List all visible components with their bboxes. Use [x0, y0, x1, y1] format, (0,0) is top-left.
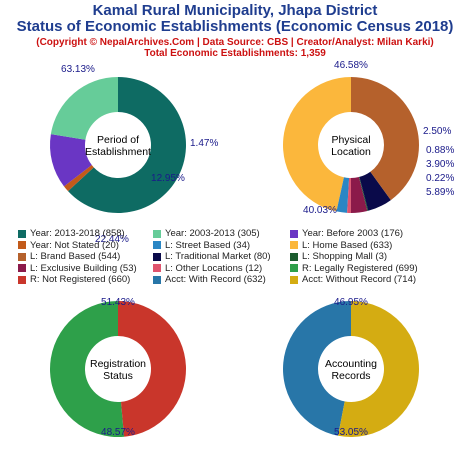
legend-label: Year: 2003-2013 (305) [165, 228, 260, 239]
pct-label: 40.03% [303, 205, 337, 216]
legend-label: L: Traditional Market (80) [165, 251, 271, 262]
slice-acct-without-record [338, 301, 420, 437]
chart-title-line2: Status of Economic Establishments (Econo… [16, 18, 454, 35]
legend-label: L: Other Locations (12) [165, 262, 263, 274]
slice-acct-with-record [283, 301, 351, 436]
legend-item: L: Street Based (34) [153, 240, 250, 251]
legend-swatch [153, 264, 161, 272]
donut-center-label: Status [103, 370, 133, 382]
legend-swatch [18, 264, 26, 272]
donut-center-label: Registration [90, 358, 146, 370]
legend-swatch [290, 241, 298, 249]
slice-l-street-based [336, 177, 350, 213]
legend-item: Acct: With Record (632) [153, 274, 266, 285]
donut-center-label: Accounting [325, 358, 377, 370]
pct-label: 2.50% [423, 126, 451, 137]
legend-item: Year: 2013-2018 (858) [18, 228, 125, 239]
legend-swatch [18, 241, 26, 249]
legend-label: R: Legally Registered (699) [302, 262, 418, 274]
legend-swatch [290, 252, 298, 261]
slice-l-shopping-mall [358, 176, 369, 212]
donut-center-label: Physical [331, 134, 370, 146]
legend-swatch [290, 229, 298, 238]
legend-item: L: Brand Based (544) [18, 251, 120, 262]
total-establishments-line: Total Economic Establishments: 1,359 [144, 48, 326, 59]
legend-item: L: Home Based (633) [290, 240, 392, 251]
pct-label: 3.90% [426, 159, 454, 170]
legend-swatch [18, 229, 26, 238]
legend-item: Year: 2003-2013 (305) [153, 228, 260, 239]
pct-label: 53.05% [334, 427, 368, 438]
pct-label: 5.89% [426, 187, 454, 198]
chart-title-line1: Kamal Rural Municipality, Jhapa District [92, 2, 378, 19]
slice-r-not-registered [118, 301, 186, 437]
slice-l-brand-based [351, 77, 419, 201]
legend-label: Acct: Without Record (714) [302, 274, 417, 285]
legend-item: L: Shopping Mall (3) [290, 251, 387, 262]
legend-label: Year: Not Stated (20) [30, 239, 119, 251]
legend-item: Acct: Without Record (714) [290, 274, 416, 285]
slice-year-2013-2018 [68, 77, 186, 213]
pct-label: 51.43% [101, 297, 135, 308]
legend-label: Year: Before 2003 (176) [302, 228, 404, 239]
donut-center-label: Establishment [85, 146, 151, 158]
pct-label: 46.58% [334, 60, 368, 71]
legend-label: L: Shopping Mall (3) [302, 251, 388, 262]
pct-label: 12.95% [151, 173, 185, 184]
legend-swatch [153, 241, 161, 249]
slice-year-before-2003 [50, 134, 92, 187]
legend-item: R: Not Registered (660) [18, 274, 130, 285]
legend-label: L: Brand Based (544) [30, 251, 121, 262]
pct-label: 22.44% [95, 234, 129, 245]
legend-label: Acct: With Record (632) [165, 274, 266, 285]
legend-item: R: Legally Registered (699) [290, 263, 418, 274]
legend-item: L: Traditional Market (80) [153, 251, 271, 262]
pct-label: 0.22% [426, 173, 454, 184]
legend-swatch [153, 229, 161, 238]
pct-label: 63.13% [61, 64, 95, 75]
slice-l-traditional-market [359, 171, 391, 211]
legend-label: R: Not Registered (660) [30, 274, 131, 285]
legend-label: L: Home Based (633) [302, 239, 393, 251]
donut-center-label: Records [331, 370, 370, 382]
slice-l-home-based [283, 77, 351, 212]
pct-label: 0.88% [426, 145, 454, 156]
slice-r-legally-registered [49, 301, 125, 437]
donut-center-label: Period of [97, 134, 139, 146]
pct-label: 46.95% [334, 297, 368, 308]
legend-swatch [18, 252, 26, 261]
slice-l-other-locations [347, 177, 351, 213]
legend-swatch [290, 275, 298, 284]
legend-swatch [153, 275, 161, 284]
pct-label: 1.47% [190, 138, 218, 149]
legend-swatch [290, 264, 298, 272]
donut-chart-1: 63.13% 1.47% 12.95% 22.44% Period ofEstablis… [50, 64, 218, 245]
legend-label: L: Street Based (34) [165, 239, 251, 251]
slice-year-2003-2013 [50, 76, 118, 140]
donut-center-label: Location [331, 146, 371, 158]
slice-l-exclusive-building [350, 177, 368, 213]
legend-item: L: Exclusive Building (53) [18, 263, 137, 274]
legend-swatch [18, 275, 26, 284]
pct-label: 48.57% [101, 427, 135, 438]
legend-item: Year: Not Stated (20) [18, 240, 119, 251]
legend-label: Year: 2013-2018 (858) [30, 228, 125, 239]
slice-year-not-stated [63, 165, 94, 192]
legend-label: L: Exclusive Building (53) [30, 262, 137, 274]
legend-swatch [153, 252, 161, 261]
donut-chart-2: 46.58% 2.50% 0.88% 3.90% 0.22% 5.89% 40.03% Phy… [283, 60, 454, 216]
legend-item: L: Other Locations (12) [153, 263, 262, 274]
legend-item: Year: Before 2003 (176) [290, 228, 403, 239]
copyright-line: (Copyright © NepalArchives.Com | Data So… [36, 37, 434, 48]
